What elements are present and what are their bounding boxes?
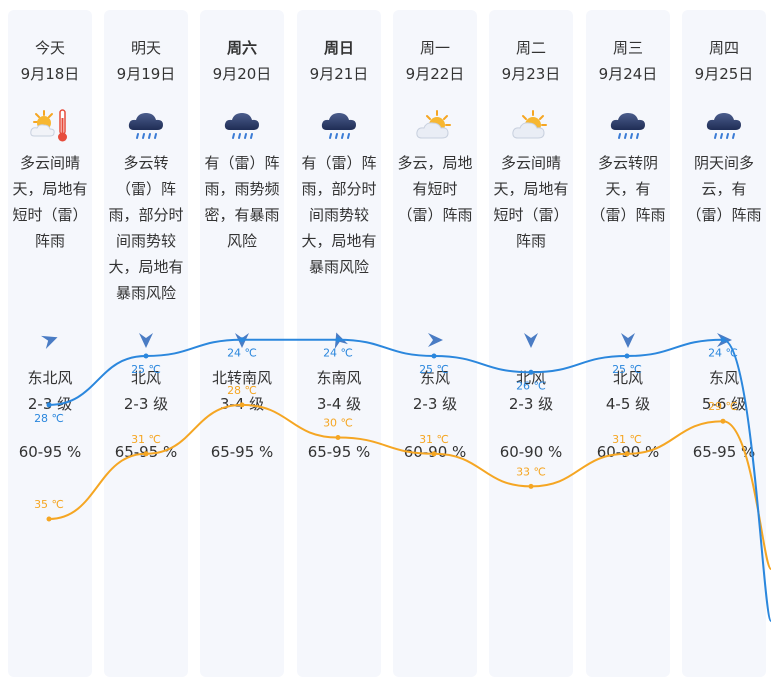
wind-arrow-icon [621,333,635,348]
wind-arrow-icon [717,333,732,347]
day-date: 9月19日 [116,65,176,83]
day-date: 9月21日 [309,65,369,83]
day-date: 9月24日 [598,65,658,83]
weather-description: 多云间晴天，局地有短时（雷）阵雨 [493,154,569,250]
wind-direction: 北转南风 [211,369,272,387]
wind-arrow-icon [428,333,443,347]
rain-cloud-icon [321,113,356,139]
humidity-range: 65-95 % [307,443,371,461]
day-name: 周四 [708,39,739,57]
weather-description: 多云，局地有短时（雷）阵雨 [397,154,473,224]
weather-description: 有（雷）阵雨，部分时间雨势较大，局地有暴雨风险 [301,154,377,276]
day-name: 周二 [515,39,546,57]
humidity-range: 65-95 % [114,443,178,461]
day-column-2[interactable]: 明天 9月19日 多云转（雷）阵雨，部分时间雨势较大，局地有暴雨风险 北风 2-… [104,10,188,677]
wind-level: 5-6 级 [701,395,747,413]
day-column-1[interactable]: 今天 9月18日 多云间晴天，局地有短时（雷）阵雨 东北风 2-3 级 60-9… [8,10,92,677]
day-column-8[interactable]: 周四 9月25日 阴天间多云，有（雷）阵雨 东风 5-6 级 65-95 % [682,10,766,677]
weather-description: 多云转阴天，有（雷）阵雨 [590,154,666,224]
day-name: 周六 [226,39,257,57]
humidity-range: 60-90 % [499,443,563,461]
day-date: 9月22日 [405,65,465,83]
day-name: 今天 [34,39,65,57]
day-column-6[interactable]: 周二 9月23日 多云间晴天，局地有短时（雷）阵雨 北风 2-3 级 60-90… [489,10,573,677]
wind-arrow-icon [524,333,538,348]
wind-direction: 东风 [708,369,739,387]
day-name: 周一 [419,39,450,57]
partly-cloudy-icon [512,110,547,139]
day-column-3[interactable]: 周六 9月20日 有（雷）阵雨，雨势频密，有暴雨风险 北转南风 3-4 级 65… [200,10,284,677]
wind-direction: 北风 [515,369,546,387]
humidity-range: 60-95 % [18,443,82,461]
wind-direction: 东风 [419,369,450,387]
wind-level: 2-3 级 [123,395,169,413]
wind-level: 4-5 级 [605,395,651,413]
day-name: 周三 [612,39,643,57]
wind-arrow-icon [41,335,58,349]
partly-cloudy-icon [416,110,451,139]
day-column-7[interactable]: 周三 9月24日 多云转阴天，有（雷）阵雨 北风 4-5 级 60-90 % [586,10,670,677]
wind-level: 3-4 级 [316,395,362,413]
day-date: 9月25日 [694,65,754,83]
humidity-range: 65-95 % [210,443,274,461]
humidity-range: 60-90 % [403,443,467,461]
day-column-4[interactable]: 周日 9月21日 有（雷）阵雨，部分时间雨势较大，局地有暴雨风险 东南风 3-4… [297,10,381,677]
sunny-cloud-thermometer-icon [30,109,67,142]
rain-cloud-icon [128,113,163,139]
weather-description: 阴天间多云，有（雷）阵雨 [686,154,762,224]
day-name: 明天 [130,39,161,57]
wind-direction: 东南风 [316,369,362,387]
wind-level: 2-3 级 [27,395,73,413]
wind-level: 2-3 级 [412,395,458,413]
wind-level: 3-4 级 [219,395,265,413]
day-column-5[interactable]: 周一 9月22日 多云，局地有短时（雷）阵雨 东风 2-3 级 60-90 % [393,10,477,677]
weather-description: 多云转（雷）阵雨，部分时间雨势较大，局地有暴雨风险 [108,154,184,302]
rain-cloud-icon [706,113,741,139]
wind-arrow-icon [334,332,348,349]
wind-direction: 东北风 [27,369,73,387]
day-date: 9月20日 [212,65,272,83]
wind-arrow-icon [235,333,249,348]
weather-description: 有（雷）阵雨，雨势频密，有暴雨风险 [204,154,280,250]
day-date: 9月18日 [20,65,80,83]
rain-cloud-icon [224,113,259,139]
weather-description: 多云间晴天，局地有短时（雷）阵雨 [12,154,88,250]
day-date: 9月23日 [501,65,561,83]
humidity-range: 60-90 % [596,443,660,461]
humidity-range: 65-95 % [692,443,756,461]
wind-arrow-icon [139,333,153,348]
wind-direction: 北风 [612,369,643,387]
rain-cloud-icon [610,113,645,139]
day-name: 周日 [323,39,354,57]
wind-level: 2-3 级 [508,395,554,413]
wind-direction: 北风 [130,369,161,387]
